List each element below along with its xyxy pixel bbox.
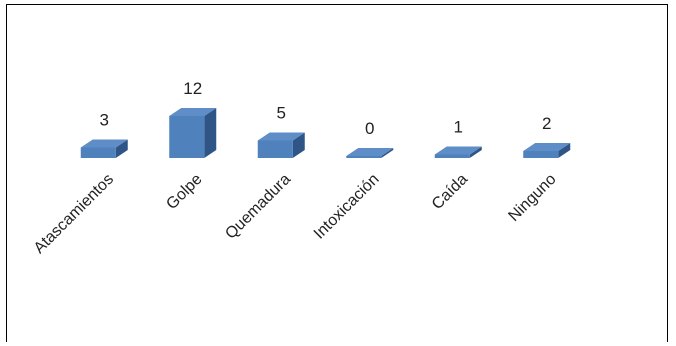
- bar-side: [204, 108, 217, 158]
- bar-side: [469, 146, 482, 158]
- bar-top: [169, 108, 217, 116]
- bar-front: [523, 151, 559, 158]
- data-label: 3: [100, 111, 109, 130]
- bar-front: [257, 140, 293, 158]
- data-label: 2: [542, 114, 551, 133]
- bar-3: [257, 132, 305, 158]
- bar-2: [169, 108, 217, 158]
- bar-6: [523, 143, 571, 158]
- category-label: Quemadura: [222, 171, 294, 243]
- bar-top: [523, 143, 571, 151]
- bar-top: [257, 132, 305, 141]
- category-label: Intoxicación: [311, 171, 383, 243]
- bar-1: [80, 139, 128, 158]
- category-label: Atascamientos: [31, 171, 117, 257]
- bar-side: [558, 143, 571, 158]
- bar-side: [115, 139, 128, 158]
- category-label: Ninguno: [505, 171, 559, 225]
- data-label: 12: [183, 79, 202, 98]
- data-label: 5: [277, 104, 286, 123]
- chart-frame: [6, 4, 668, 342]
- bar-5: [434, 146, 482, 158]
- bar-front: [346, 156, 382, 158]
- category-label: Caída: [429, 171, 471, 213]
- bar-top: [434, 146, 482, 155]
- bar-top: [80, 139, 128, 148]
- bar-front: [80, 147, 116, 158]
- bar-side: [292, 132, 305, 158]
- data-label: 0: [365, 119, 374, 138]
- bar-front: [434, 154, 470, 158]
- data-label: 1: [454, 118, 463, 137]
- category-label: Golpe: [163, 171, 205, 213]
- bar-top: [346, 148, 394, 156]
- bar-front: [169, 116, 205, 158]
- bar-side: [381, 148, 394, 158]
- bar-4: [346, 148, 394, 158]
